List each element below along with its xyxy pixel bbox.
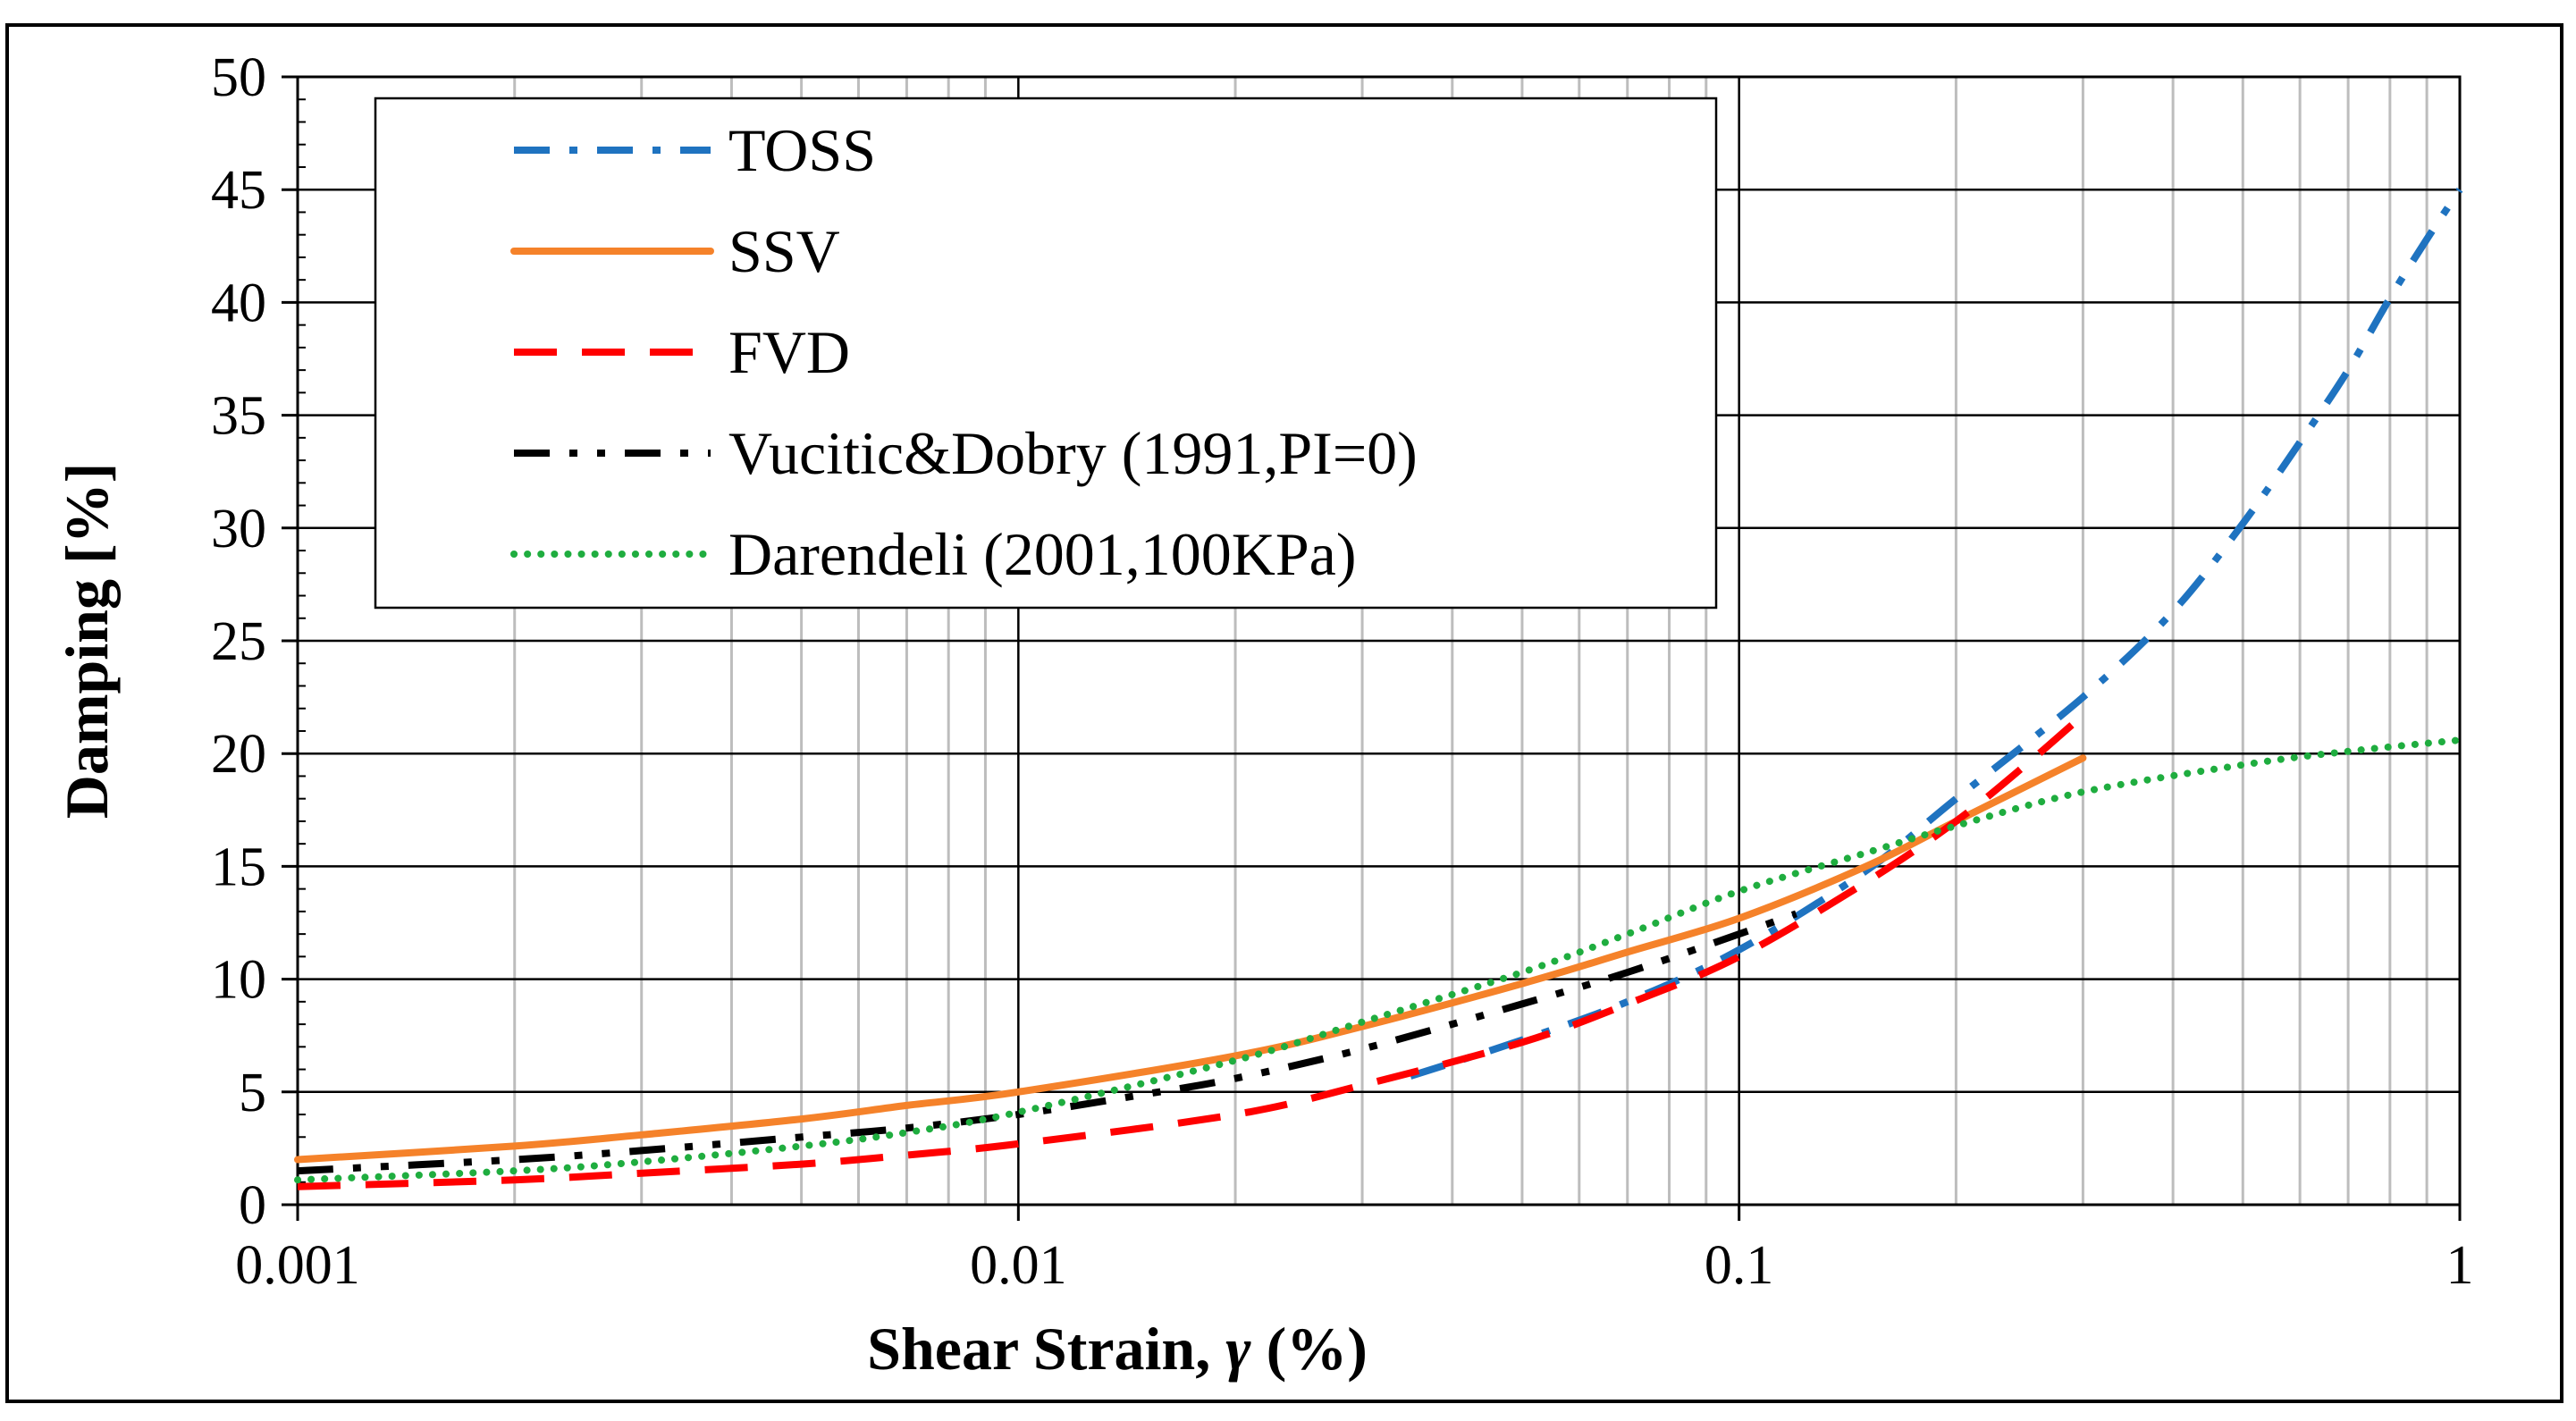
x-tick-label: 1 xyxy=(2446,1235,2474,1296)
x-axis-title: Shear Strain, γ (%) xyxy=(867,1315,1368,1383)
y-tick-label: 35 xyxy=(211,386,266,447)
legend-label: Darendeli (2001,100KPa) xyxy=(728,520,1356,588)
x-tick-label: 0.001 xyxy=(235,1235,360,1296)
legend-entries: TOSS SSV FVD Vucitic&Dobry (1991,PI=0) Daren… xyxy=(510,116,1418,588)
y-tick-label: 5 xyxy=(239,1063,266,1123)
legend-label: Vucitic&Dobry (1991,PI=0) xyxy=(728,419,1418,487)
series-group xyxy=(294,188,2463,1190)
legend: TOSS SSV FVD Vucitic&Dobry (1991,PI=0) Daren… xyxy=(374,97,1718,610)
x-tick-label: 0.01 xyxy=(970,1235,1067,1296)
legend-label: TOSS xyxy=(728,116,876,184)
y-axis-title: Damping [%] xyxy=(53,463,121,820)
y-tick-label: 10 xyxy=(211,950,266,1011)
series-line-darendeli-2001-100kpa xyxy=(294,736,2463,1184)
legend-label: SSV xyxy=(728,217,840,285)
series-line-toss xyxy=(1409,188,2463,1080)
series-line-ssv xyxy=(294,754,2087,1164)
y-tick-label: 40 xyxy=(211,273,266,333)
y-tick-label: 25 xyxy=(211,611,266,672)
x-tick-labels: 0.001 0.01 0.1 1 xyxy=(235,1235,2473,1296)
y-tick-label: 15 xyxy=(211,837,266,897)
x-tick-label: 0.1 xyxy=(1705,1235,1774,1296)
y-tick-labels: 0 5 10 15 20 25 30 35 40 45 50 xyxy=(211,47,266,1236)
y-tick-marks xyxy=(282,75,306,1207)
series-line-vucitic-dobry-1991-pi-0 xyxy=(297,910,1797,1175)
y-tick-label: 45 xyxy=(211,160,266,221)
y-tick-label: 30 xyxy=(211,499,266,559)
y-tick-label: 50 xyxy=(211,47,266,108)
y-tick-label: 20 xyxy=(211,724,266,785)
series-line-fvd xyxy=(297,712,2086,1190)
legend-label: FVD xyxy=(728,318,850,386)
x-tick-marks xyxy=(296,1205,2462,1221)
y-tick-label: 0 xyxy=(239,1175,266,1236)
